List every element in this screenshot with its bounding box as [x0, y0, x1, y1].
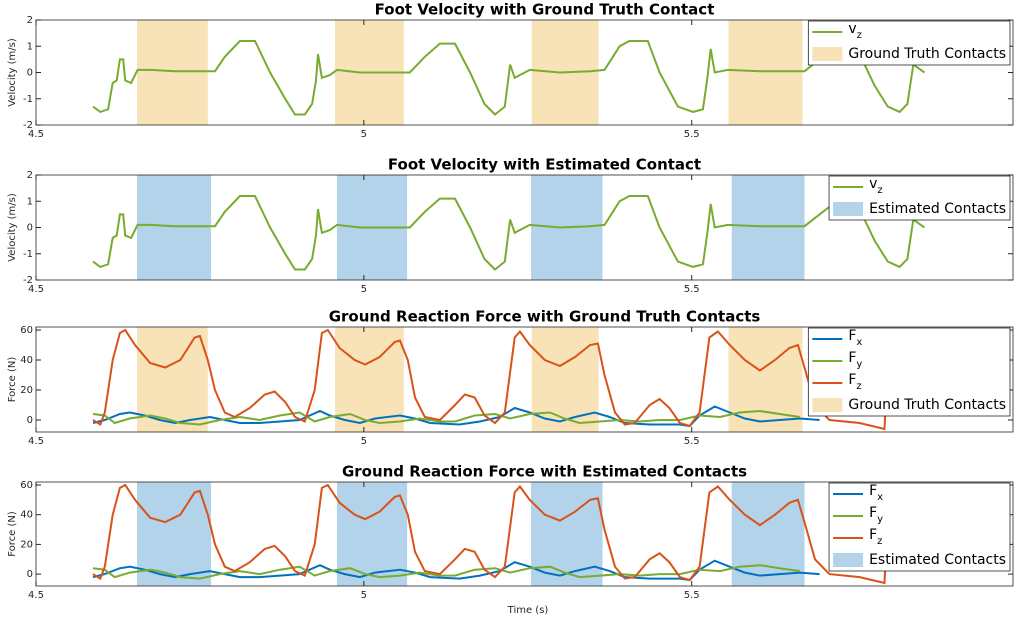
legend: vz Ground Truth Contacts [807, 20, 1011, 66]
contact-span [731, 482, 805, 586]
legend-subscript: z [877, 185, 882, 196]
series-line [92, 405, 820, 428]
plot-area [92, 327, 897, 432]
axes-box [35, 481, 1014, 587]
legend-label: Estimated Contacts [869, 552, 1006, 568]
y-axis-label: Force (N) [7, 357, 18, 403]
series-line [92, 483, 897, 585]
x-axis-label: Time (s) [507, 605, 549, 616]
legend-name: v [869, 176, 877, 192]
legend-name: F [848, 372, 856, 388]
contact-span [731, 175, 805, 280]
plot-area [92, 175, 926, 280]
legend-subscript: x [877, 492, 883, 503]
y-tick-label: -1 [23, 94, 33, 105]
contact-span [728, 327, 803, 432]
y-tick-label: 1 [27, 41, 33, 52]
legend-label: Fz [848, 372, 861, 392]
series-line [92, 328, 897, 431]
legend-label: Ground Truth Contacts [848, 46, 1006, 62]
legend-label: Fx [869, 483, 883, 503]
y-axis-label: Velocity (m/s) [7, 38, 18, 107]
series-line [92, 195, 926, 271]
legend-patch [812, 47, 843, 61]
y-tick-label: 0 [27, 68, 33, 79]
x-tick-label: 5.5 [684, 284, 700, 295]
legend-label: Estimated Contacts [869, 201, 1006, 217]
y-tick-label: 60 [20, 480, 33, 491]
legend-patch [833, 553, 864, 567]
x-tick-label: 5 [361, 129, 367, 140]
legend-patch [833, 202, 864, 216]
legend-subscript: z [857, 30, 862, 41]
y-tick-label: 60 [20, 325, 33, 336]
y-tick-label: 40 [20, 355, 33, 366]
x-tick-label: 5 [361, 284, 367, 295]
y-tick-label: 2 [27, 170, 33, 181]
legend-name: F [848, 328, 856, 344]
contact-span [728, 20, 803, 125]
legend-patch [812, 398, 843, 412]
y-tick-label: 20 [20, 385, 33, 396]
legend-label: Fx [848, 328, 862, 348]
legend-label: Fy [848, 350, 862, 370]
x-tick-label: 5 [361, 436, 367, 447]
chart-title: Ground Reaction Force with Ground Truth … [329, 308, 761, 326]
y-axis-label: Force (N) [7, 511, 18, 557]
x-tick-label: 5.5 [684, 436, 700, 447]
legend-label: vz [869, 176, 883, 196]
legend-name: v [848, 21, 856, 37]
y-axis-label: Velocity (m/s) [7, 193, 18, 262]
x-tick-label: 5 [361, 590, 367, 601]
legend-label: vz [848, 21, 862, 41]
legend-subscript: z [877, 536, 882, 547]
x-tick-label: 4.5 [28, 284, 44, 295]
chart-title: Foot Velocity with Ground Truth Contact [375, 1, 715, 19]
contact-span [136, 175, 212, 280]
x-tick-label: 4.5 [28, 590, 44, 601]
x-tick-label: 4.5 [28, 436, 44, 447]
y-tick-label: 40 [20, 510, 33, 521]
legend-label: Fy [869, 505, 883, 525]
y-tick-label: 0 [27, 415, 33, 426]
y-tick-label: -2 [23, 275, 33, 286]
legend-subscript: y [856, 359, 862, 370]
series-line [92, 40, 926, 116]
y-tick-label: 0 [27, 569, 33, 580]
legend-label: Ground Truth Contacts [848, 397, 1006, 413]
legend-subscript: y [877, 514, 883, 525]
legend-name: F [869, 483, 877, 499]
y-tick-label: 1 [27, 196, 33, 207]
legend-box [807, 327, 1011, 417]
axes-box [35, 326, 1014, 433]
y-tick-label: -1 [23, 249, 33, 260]
y-tick-label: 0 [27, 223, 33, 234]
x-tick-label: 5.5 [684, 590, 700, 601]
y-tick-label: -2 [23, 120, 33, 131]
contact-span [136, 20, 208, 125]
legend-name: F [848, 350, 856, 366]
legend-subscript: z [856, 381, 861, 392]
plot-area [92, 20, 926, 125]
contact-span [136, 482, 212, 586]
chart-title: Ground Reaction Force with Estimated Con… [342, 463, 747, 481]
x-tick-label: 5.5 [684, 129, 700, 140]
x-tick-label: 4.5 [28, 129, 44, 140]
series-line [92, 409, 801, 426]
contact-span [136, 327, 208, 432]
legend: vz Estimated Contacts [828, 175, 1011, 221]
legend-subscript: x [856, 337, 862, 348]
legend-name: F [869, 505, 877, 521]
legend-name: F [869, 527, 877, 543]
series-line [92, 564, 801, 580]
plot-area [92, 482, 897, 586]
y-tick-label: 20 [20, 539, 33, 550]
chart-title: Foot Velocity with Estimated Contact [388, 156, 701, 174]
series-line [92, 559, 820, 582]
legend-label: Fz [869, 527, 882, 547]
y-tick-label: 2 [27, 15, 33, 26]
